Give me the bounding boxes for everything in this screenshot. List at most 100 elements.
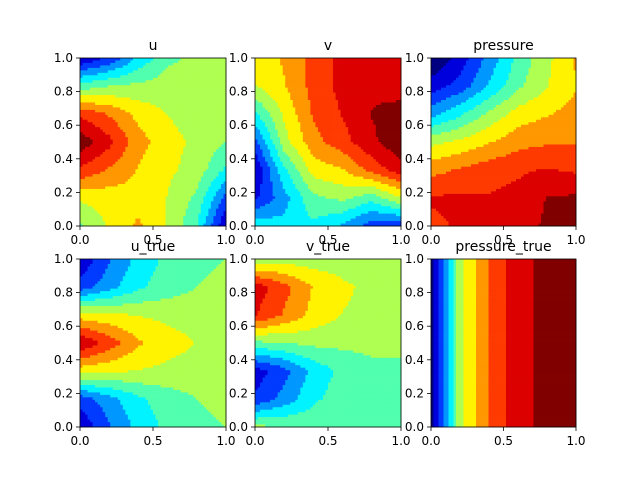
heatmap-cell xyxy=(132,100,136,103)
heatmap-cell xyxy=(155,58,159,61)
heatmap-cell xyxy=(175,65,179,69)
heatmap-cell xyxy=(122,149,126,153)
heatmap-cell xyxy=(145,67,149,71)
heatmap-cell xyxy=(80,60,83,64)
heatmap-cell xyxy=(180,122,184,126)
heatmap-cell xyxy=(82,161,86,165)
heatmap-cell xyxy=(220,191,224,195)
heatmap-cell xyxy=(160,107,164,111)
heatmap-cell xyxy=(122,142,126,145)
heatmap-cell xyxy=(312,92,316,96)
heatmap-cell xyxy=(220,80,224,84)
heatmap-cell xyxy=(107,62,111,66)
heatmap-cell xyxy=(325,65,329,69)
heatmap-cell xyxy=(213,117,217,121)
heatmap-cell xyxy=(292,100,296,103)
heatmap-cell xyxy=(142,122,146,126)
heatmap-cell xyxy=(198,95,202,98)
heatmap-cell xyxy=(292,75,296,79)
heatmap-cell xyxy=(363,97,367,101)
heatmap-cell xyxy=(267,58,271,61)
heatmap-cell xyxy=(130,169,134,172)
heatmap-cell xyxy=(170,85,174,88)
heatmap-cell xyxy=(130,134,134,138)
heatmap-cell xyxy=(140,95,144,98)
heatmap-cell xyxy=(330,100,334,103)
heatmap-cell xyxy=(223,156,227,160)
heatmap-cell xyxy=(132,193,136,197)
heatmap-cell xyxy=(142,72,146,76)
heatmap-cell xyxy=(223,181,227,185)
heatmap-cell xyxy=(153,122,156,126)
heatmap-cell xyxy=(105,58,109,61)
heatmap-cell xyxy=(275,77,279,81)
heatmap-cell xyxy=(100,181,104,185)
heatmap-cell xyxy=(115,171,119,175)
heatmap-cell xyxy=(130,203,134,207)
heatmap-cell xyxy=(145,122,149,126)
heatmap-cell xyxy=(183,60,187,64)
heatmap-cell xyxy=(120,144,124,148)
heatmap-cell xyxy=(388,85,392,88)
heatmap-cell xyxy=(127,77,131,81)
heatmap-cell xyxy=(398,60,402,64)
heatmap-cell xyxy=(107,104,111,108)
heatmap-cell xyxy=(173,107,177,111)
heatmap-cell xyxy=(168,198,171,202)
heatmap-cell xyxy=(300,80,304,84)
heatmap-cell xyxy=(125,223,129,227)
heatmap-cell xyxy=(183,198,187,202)
heatmap-cell xyxy=(193,72,197,76)
heatmap-cell xyxy=(173,184,177,187)
heatmap-cell xyxy=(260,100,263,103)
heatmap-cell xyxy=(365,82,369,86)
heatmap-cell xyxy=(150,127,154,130)
heatmap-cell xyxy=(220,62,224,66)
heatmap-cell xyxy=(160,127,164,130)
heatmap-cell xyxy=(208,166,212,170)
heatmap-cell xyxy=(142,75,146,79)
heatmap-cell xyxy=(122,72,126,76)
heatmap-cell xyxy=(175,97,179,101)
heatmap-cell xyxy=(122,62,126,66)
heatmap-cell xyxy=(315,75,319,79)
heatmap-cell xyxy=(145,127,149,130)
heatmap-cell xyxy=(105,132,109,135)
heatmap-cell xyxy=(155,201,159,205)
heatmap-cell xyxy=(142,127,146,130)
heatmap-cell xyxy=(190,137,194,140)
heatmap-cell xyxy=(175,77,179,81)
heatmap-cell xyxy=(265,82,268,86)
heatmap-cell xyxy=(92,85,96,88)
heatmap-cell xyxy=(175,134,179,138)
heatmap-cell xyxy=(90,129,93,133)
heatmap-cell xyxy=(120,174,124,177)
heatmap-cell xyxy=(307,90,311,93)
heatmap-cell xyxy=(147,216,151,219)
heatmap-cell xyxy=(117,65,121,69)
heatmap-cell xyxy=(213,223,217,227)
heatmap-cell xyxy=(102,85,106,88)
heatmap-cell xyxy=(333,65,336,69)
heatmap-cell xyxy=(90,92,93,96)
heatmap-cell xyxy=(117,109,121,113)
heatmap-cell xyxy=(127,137,131,140)
heatmap-cell xyxy=(165,65,169,69)
heatmap-cell xyxy=(270,95,273,98)
heatmap-cell xyxy=(115,62,119,66)
heatmap-cell xyxy=(130,211,134,214)
heatmap-cell xyxy=(220,149,224,153)
heatmap-cell xyxy=(150,60,154,64)
heatmap-cell xyxy=(210,67,214,71)
heatmap-cell xyxy=(178,107,182,111)
heatmap-cell xyxy=(147,137,151,140)
heatmap-cell xyxy=(322,62,326,66)
heatmap-cell xyxy=(102,72,106,76)
heatmap-cell xyxy=(168,139,171,143)
heatmap-cell xyxy=(80,179,83,182)
heatmap-cell xyxy=(163,196,166,200)
heatmap-cell xyxy=(145,176,149,180)
heatmap-cell xyxy=(280,80,284,84)
heatmap-cell xyxy=(163,127,166,130)
heatmap-cell xyxy=(80,161,83,165)
